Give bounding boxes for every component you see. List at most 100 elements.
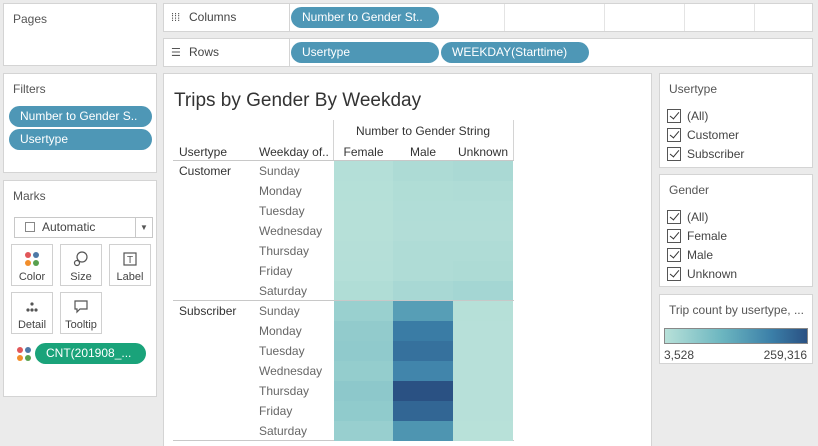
columns-pill-gender[interactable]: Number to Gender St.. <box>291 7 439 28</box>
heatmap-cell[interactable] <box>393 241 453 261</box>
detail-button[interactable]: Detail <box>11 292 53 334</box>
heatmap-cell[interactable] <box>334 221 393 241</box>
gender-filter-card[interactable]: Gender <box>659 174 813 287</box>
heatmap-cell[interactable] <box>453 261 513 281</box>
heatmap-cell[interactable] <box>393 201 453 221</box>
row-header-usertype: Usertype <box>179 145 228 159</box>
heatmap-cell[interactable] <box>393 161 453 181</box>
checkbox-checked-icon[interactable] <box>667 248 681 262</box>
heatmap-cell[interactable] <box>453 221 513 241</box>
gender-filter-title: Gender <box>669 183 710 197</box>
label-button[interactable]: T Label <box>109 244 151 286</box>
rows-pill-weekday[interactable]: WEEKDAY(Starttime) <box>441 42 589 63</box>
group-label-subscriber: Subscriber <box>179 304 237 318</box>
heatmap-cell[interactable] <box>334 421 393 441</box>
heatmap-cell[interactable] <box>334 181 393 201</box>
view-title: Trips by Gender By Weekday <box>174 90 422 111</box>
row-header-weekday: Weekday of.. <box>259 145 329 159</box>
heatmap-cell[interactable] <box>393 321 453 341</box>
heatmap-cell[interactable] <box>334 381 393 401</box>
weekday-label: Monday <box>259 184 302 198</box>
pages-panel[interactable]: Pages <box>3 3 157 66</box>
mark-type-square-icon <box>25 222 35 232</box>
heatmap-cell[interactable] <box>393 221 453 241</box>
weekday-label: Friday <box>259 404 293 418</box>
weekday-label: Monday <box>259 324 302 338</box>
heatmap-cell[interactable] <box>393 421 453 441</box>
checkbox-checked-icon[interactable] <box>667 109 681 123</box>
weekday-label: Tuesday <box>259 204 305 218</box>
filter-pill-usertype[interactable]: Usertype <box>9 129 152 150</box>
legend-max-label: 259,316 <box>763 348 807 362</box>
heatmap-cell[interactable] <box>453 361 513 381</box>
columns-shelf-label: ⁞⁞⁞ Columns <box>164 4 290 31</box>
heatmap-cell[interactable] <box>453 321 513 341</box>
group-label-customer: Customer <box>179 164 232 178</box>
checkbox-checked-icon[interactable] <box>667 229 681 243</box>
heatmap-cell[interactable] <box>334 321 393 341</box>
color-field-pill[interactable]: CNT(201908_... <box>35 343 146 364</box>
chevron-down-icon[interactable]: ▼ <box>135 218 152 237</box>
heatmap-cell[interactable] <box>334 241 393 261</box>
heatmap-cell[interactable] <box>334 401 393 421</box>
heatmap-cell[interactable] <box>334 261 393 281</box>
checkbox-checked-icon[interactable] <box>667 267 681 281</box>
heatmap-cell[interactable] <box>393 381 453 401</box>
checkbox-checked-icon[interactable] <box>667 128 681 142</box>
color-button[interactable]: Color <box>11 244 53 286</box>
heatmap-cell[interactable] <box>393 301 453 321</box>
heatmap-cell[interactable] <box>453 381 513 401</box>
color-legend-card[interactable]: Trip count by usertype, ... 3,528 259,31… <box>659 294 813 364</box>
heatmap-cell[interactable] <box>453 301 513 321</box>
filter-pill-gender[interactable]: Number to Gender S.. <box>9 106 152 127</box>
mark-type-dropdown[interactable]: Automatic ▼ <box>14 217 153 238</box>
legend-title: Trip count by usertype, ... <box>669 303 804 317</box>
heatmap-cell[interactable] <box>453 201 513 221</box>
heatmap-cell[interactable] <box>453 341 513 361</box>
legend-gradient-bar <box>664 328 808 344</box>
heatmap-cell[interactable] <box>453 281 513 300</box>
heatmap-cell[interactable] <box>393 181 453 201</box>
heatmap-cell[interactable] <box>334 301 393 321</box>
heatmap-cell[interactable] <box>334 361 393 381</box>
heatmap-cell[interactable] <box>453 161 513 181</box>
columns-shelf[interactable]: ⁞⁞⁞ Columns Number to Gender St.. <box>163 3 813 32</box>
heatmap-cell[interactable] <box>334 161 393 181</box>
heatmap-cell[interactable] <box>334 281 393 300</box>
heatmap-cell[interactable] <box>393 341 453 361</box>
rows-pill-usertype[interactable]: Usertype <box>291 42 439 63</box>
weekday-label: Thursday <box>259 384 310 398</box>
heatmap-cell[interactable] <box>393 401 453 421</box>
usertype-filter-title: Usertype <box>669 82 718 96</box>
color-dots-icon <box>12 251 52 271</box>
weekday-label: Sunday <box>259 164 300 178</box>
heatmap-cell[interactable] <box>453 181 513 201</box>
heatmap-cell[interactable] <box>393 261 453 281</box>
heatmap-cell[interactable] <box>453 241 513 261</box>
heatmap-cell[interactable] <box>334 341 393 361</box>
filters-panel[interactable]: Filters Number to Gender S.. Usertype <box>3 73 157 173</box>
heatmap-cell[interactable] <box>393 361 453 381</box>
pages-title: Pages <box>13 12 48 26</box>
heatmap-cell[interactable] <box>393 281 453 300</box>
heatmap-cell[interactable] <box>453 421 513 441</box>
weekday-label: Wednesday <box>259 224 323 238</box>
weekday-label: Friday <box>259 264 293 278</box>
usertype-filter-card[interactable]: Usertype <box>659 73 813 168</box>
col-header-male: Male <box>409 145 436 159</box>
heatmap-cell[interactable] <box>453 401 513 421</box>
columns-icon: ⁞⁞⁞ <box>171 12 181 24</box>
size-button[interactable]: Size <box>60 244 102 286</box>
checkbox-checked-icon[interactable] <box>667 210 681 224</box>
color-field-icon <box>16 346 32 365</box>
weekday-label: Saturday <box>259 284 308 298</box>
heatmap-cell[interactable] <box>334 201 393 221</box>
checkbox-checked-icon[interactable] <box>667 147 681 161</box>
rows-shelf[interactable]: ☰ Rows Usertype WEEKDAY(Starttime) <box>163 38 813 67</box>
size-icon <box>61 251 101 271</box>
tooltip-button[interactable]: Tooltip <box>60 292 102 334</box>
detail-dots-icon <box>12 299 52 319</box>
label-icon: T <box>110 251 150 271</box>
marks-panel[interactable]: Marks Automatic ▼ Color Size T Label Det… <box>3 180 157 397</box>
col-header-unknown: Unknown <box>457 145 509 159</box>
